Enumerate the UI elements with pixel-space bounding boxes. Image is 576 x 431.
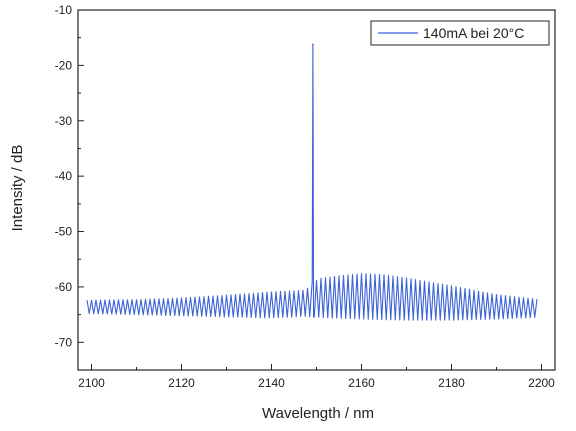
x-tick-label: 2200: [528, 376, 555, 390]
peak-point: [312, 43, 314, 46]
legend: 140mA bei 20°C: [370, 20, 550, 46]
y-tick-label: -10: [55, 3, 73, 17]
x-tick-label: 2120: [168, 376, 195, 390]
y-tick-label: -20: [55, 58, 73, 72]
y-tick-label: -50: [55, 225, 73, 239]
y-tick-label: -60: [55, 280, 73, 294]
x-tick-label: 2160: [348, 376, 375, 390]
y-tick-label: -70: [55, 335, 73, 349]
x-tick-label: 2140: [258, 376, 285, 390]
x-ticks: 2100 2120 2140 2160 2180 2200: [78, 364, 555, 390]
x-axis-title: Wavelength / nm: [262, 405, 374, 422]
y-ticks: -10 -20 -30 -40 -50 -60 -70: [55, 3, 84, 349]
y-tick-label: -40: [55, 169, 73, 183]
plot-frame: [77, 9, 556, 371]
x-tick-label: 2180: [438, 376, 465, 390]
y-axis-title: Intensity / dB: [9, 145, 26, 232]
legend-label: 140mA bei 20°C: [423, 25, 524, 41]
series-group: [86, 43, 538, 321]
x-tick-label: 2100: [78, 376, 105, 390]
y-tick-label: -30: [55, 114, 73, 128]
series-line: [86, 43, 538, 321]
